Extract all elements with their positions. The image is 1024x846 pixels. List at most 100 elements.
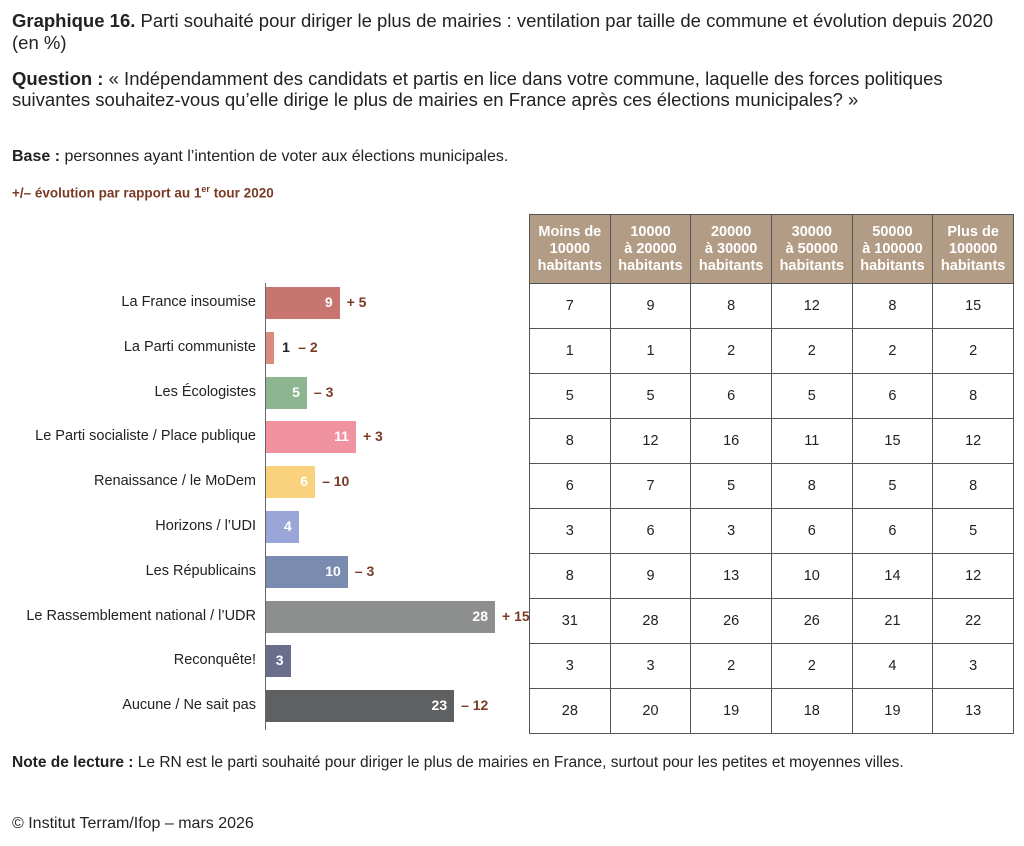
table-cell: 2 (690, 643, 772, 689)
reading-note: Note de lecture : Le RN est le parti sou… (12, 753, 1017, 773)
question: Question : « Indépendamment des candidat… (12, 68, 1012, 110)
table-cell: 16 (690, 418, 772, 464)
table-cell: 26 (770, 598, 853, 644)
column-header-line: à 20000 (624, 240, 677, 257)
bar-evolution: + 15 (502, 607, 530, 624)
table-cell: 2 (770, 328, 853, 374)
table-cell: 2 (770, 643, 853, 689)
table-cell: 26 (690, 598, 772, 644)
column-header-line: habitants (779, 257, 845, 274)
table-cell: 9 (609, 283, 692, 329)
table-cell: 5 (932, 508, 1014, 554)
note-text: Le RN est le parti souhaité pour diriger… (137, 754, 904, 771)
table-row: 31 28 26 26 21 22 (529, 598, 1014, 644)
table-cell: 20 (609, 688, 692, 734)
column-header-line: 10000 (630, 223, 671, 240)
bar (266, 645, 291, 678)
bar-label: Reconquête! (173, 652, 256, 669)
bar (266, 690, 455, 723)
table-cell: 31 (529, 598, 611, 644)
column-header: 10000 à 20000 habitants (609, 214, 692, 284)
table-cell: 19 (690, 688, 772, 734)
bar-label: Le Rassemblement national / l’UDR (26, 607, 256, 624)
table-cell: 5 (690, 463, 772, 509)
table-cell: 8 (529, 553, 611, 599)
table-cell: 28 (609, 598, 692, 644)
table-cell: 13 (932, 688, 1014, 734)
title-label: Graphique 16. (12, 10, 136, 31)
bar-value: 23 (431, 697, 448, 714)
bar (266, 466, 316, 499)
evolution-legend: +/– évolution par rapport au 1er tour 20… (12, 184, 274, 201)
table-cell: 6 (770, 508, 853, 554)
column-header-line: habitants (698, 257, 764, 274)
bar-label: La France insoumise (121, 294, 256, 310)
bar-evolution: – 10 (322, 473, 350, 490)
table-cell: 5 (851, 463, 934, 509)
bar (266, 600, 495, 633)
table-row: 8 9 13 10 14 12 (529, 553, 1014, 599)
bar-value: 9 (324, 294, 333, 310)
bar-evolution: + 3 (362, 428, 383, 445)
chart-title: Graphique 16. Parti souhaité pour dirige… (12, 10, 1012, 54)
copyright: © Institut Terram/Ifop – mars 2026 (12, 815, 254, 832)
bar-value: 6 (300, 473, 309, 490)
column-header: Moins de 10000 habitants (529, 214, 611, 284)
table-row: 8 12 16 11 15 12 (529, 418, 1014, 464)
table-cell: 10 (770, 553, 853, 599)
table-cell: 2 (851, 328, 934, 374)
bar (266, 421, 356, 454)
bar-label: Renaissance / le MoDem (94, 473, 256, 490)
table-cell: 15 (932, 283, 1014, 329)
table-cell: 5 (770, 373, 853, 419)
base-text: personnes ayant l’intention de voter aux… (64, 148, 509, 165)
table-cell: 8 (851, 283, 934, 329)
table-cell: 1 (609, 328, 692, 374)
table-cell: 13 (690, 553, 772, 599)
table-cell: 21 (851, 598, 934, 644)
bar-label: La Parti communiste (123, 338, 256, 355)
table-cell: 8 (690, 283, 772, 329)
table-cell: 11 (770, 418, 853, 464)
table-cell: 8 (932, 373, 1014, 419)
column-header-line: 20000 (710, 223, 752, 240)
base-label: Base : (12, 148, 61, 165)
column-header-line: 100000 (948, 240, 998, 257)
bar (266, 287, 340, 319)
table-cell: 14 (851, 553, 934, 599)
table-cell: 3 (609, 643, 692, 689)
bar-value: 3 (275, 652, 284, 669)
column-header-line: habitants (618, 257, 683, 274)
bar (266, 331, 275, 364)
table-row: 28 20 19 18 19 13 (529, 688, 1014, 734)
table-cell: 4 (851, 643, 934, 689)
table-cell: 1 (529, 328, 611, 374)
evolution-legend-text: +/– évolution par rapport au 1 (12, 185, 202, 201)
table-cell: 6 (529, 463, 611, 509)
column-header-line: Moins de (538, 223, 602, 240)
column-header: Plus de 100000 habitants (932, 214, 1014, 284)
table-cell: 18 (770, 688, 853, 734)
table-cell: 12 (932, 553, 1014, 599)
table-cell: 3 (690, 508, 772, 554)
bar-label: Horizons / l’UDI (155, 518, 256, 534)
column-header-line: habitants (860, 257, 925, 274)
column-header-line: à 30000 (704, 240, 758, 257)
question-label: Question : (12, 68, 104, 89)
bar-evolution: – 3 (354, 562, 375, 579)
table-cell: 3 (932, 643, 1014, 689)
column-header: 20000 à 30000 habitants (690, 214, 772, 284)
question-text: « Indépendamment des candidats et partis… (12, 68, 943, 110)
bar-evolution: – 2 (298, 338, 318, 355)
table-cell: 9 (609, 553, 692, 599)
bar-value: 1 (282, 338, 290, 355)
bar-label: Les Écologistes (154, 383, 256, 400)
table-cell: 7 (529, 283, 611, 329)
evolution-legend-post: tour 2020 (209, 185, 274, 201)
column-header: 50000 à 100000 habitants (851, 214, 934, 284)
size-breakdown-table: Moins de 10000 habitants 10000 à 20000 habita… (529, 214, 1014, 734)
